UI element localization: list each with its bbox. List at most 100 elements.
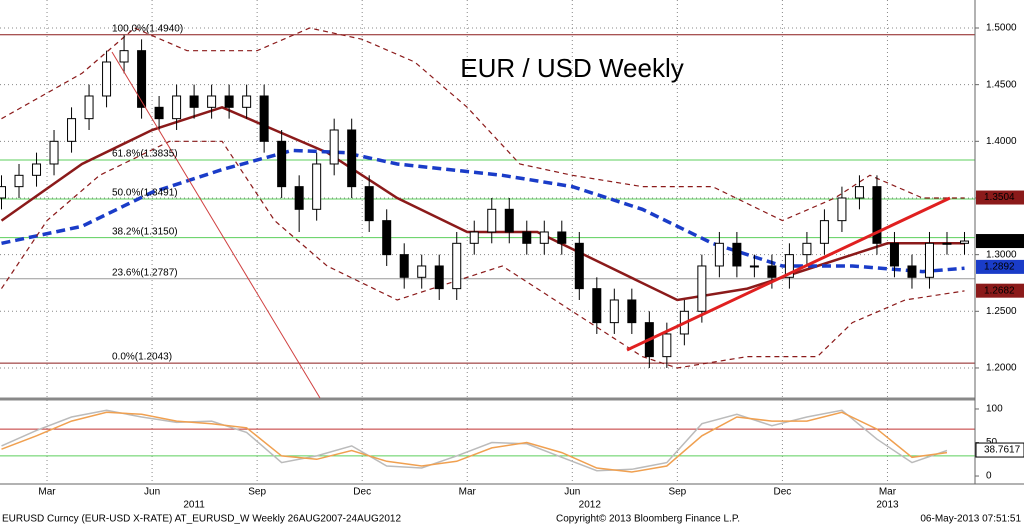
year-label: 2013	[876, 500, 899, 511]
candle-body	[574, 242, 584, 290]
candle-body	[942, 242, 952, 245]
y-tick-label: 1.4500	[986, 79, 1017, 90]
level-label: 50.0%(1.3491)	[112, 188, 178, 199]
candle-body	[224, 95, 234, 108]
footer-center: Copyright© 2013 Bloomberg Finance L.P.	[556, 514, 740, 525]
candle-body	[802, 242, 812, 256]
candle-body	[592, 288, 602, 324]
year-label: 2012	[579, 500, 602, 511]
candle-body	[504, 208, 514, 233]
label-layer: 100.0%(1.4940) 61.8%(1.3835) 50.0%(1.3491)…	[112, 23, 1024, 458]
candle-body	[907, 265, 917, 278]
x-tick-label: Sep	[248, 487, 266, 498]
candle-body	[819, 220, 829, 244]
oscillator-line	[1, 409, 948, 472]
y-tick-label: 1.5000	[986, 23, 1017, 34]
trend-line	[626, 196, 951, 352]
value-tag	[975, 442, 1024, 458]
candle-body	[329, 129, 339, 165]
candle-body	[889, 242, 899, 267]
x-tick-label: Dec	[353, 487, 371, 498]
candle-body	[627, 299, 637, 324]
candle-body	[84, 95, 94, 120]
x-tick-label: Jun	[144, 487, 160, 498]
y-tick-label: 1.4000	[986, 136, 1017, 147]
candle-body	[189, 95, 199, 108]
candle-body	[417, 265, 427, 278]
candle-body	[697, 265, 707, 312]
candle-body	[854, 186, 864, 199]
chart-title: EUR / USD Weekly	[460, 53, 683, 83]
level-label: 61.8%(1.3835)	[112, 149, 178, 160]
price-tag	[976, 234, 1024, 249]
candle-body	[487, 208, 497, 233]
candle-body	[277, 140, 287, 188]
candle-body	[399, 254, 409, 278]
trend-line	[111, 51, 321, 399]
footer-left: EURUSD Curncy (EUR-USD X-RATE) AT_EURUSD…	[2, 514, 401, 525]
candle-body	[749, 265, 759, 268]
candle-body	[32, 163, 42, 176]
candle-body	[242, 95, 252, 108]
candle-body	[452, 242, 462, 290]
candle-body	[767, 265, 777, 278]
level-label: 100.0%(1.4940)	[112, 23, 183, 34]
candle-body	[294, 186, 304, 210]
level-label: 23.6%(1.2787)	[112, 267, 178, 278]
y-tick-label: 1.2000	[986, 363, 1017, 374]
candle-body	[259, 95, 269, 142]
candle-body	[662, 333, 672, 358]
price-tag	[976, 283, 1024, 298]
y-tick-label: 100	[986, 404, 1003, 415]
candle-body	[347, 129, 357, 188]
x-tick-label: Mar	[459, 487, 477, 498]
candle-body	[872, 186, 882, 244]
footer-right: 06-May-2013 07:51:51	[920, 514, 1021, 525]
candle-body	[364, 186, 374, 222]
price-tag-label: 1.3504	[984, 192, 1015, 203]
candle-body	[154, 106, 164, 120]
candle-body	[312, 163, 322, 210]
candle-body	[137, 50, 147, 108]
y-tick-label: 1.2500	[986, 306, 1017, 317]
overlay-line	[0, 105, 965, 302]
overlay-line	[1, 27, 965, 222]
price-tag-label: 1.2682	[984, 285, 1015, 296]
price-tag-label: 1.3120	[984, 236, 1015, 247]
candle-body	[67, 118, 77, 142]
value-tag-label: 38.7617	[984, 445, 1021, 456]
candle-body	[959, 240, 969, 244]
price-tag-label: 1.2892	[984, 262, 1015, 273]
candle-body	[924, 242, 934, 278]
overlay-line	[1, 148, 965, 274]
x-tick-label: Dec	[774, 487, 792, 498]
year-label: 2011	[183, 500, 205, 511]
candle-body	[49, 140, 59, 165]
overlay-line	[1, 140, 965, 369]
candle-body	[382, 220, 392, 256]
candle-body	[469, 231, 479, 244]
candle-body	[14, 174, 24, 188]
candle-body	[557, 231, 567, 244]
candle-body	[732, 242, 742, 267]
level-label: 0.0%(1.2043)	[112, 352, 172, 363]
x-tick-label: Mar	[879, 487, 897, 498]
candle-body	[522, 231, 532, 244]
x-tick-label: Mar	[38, 487, 56, 498]
candle-body	[539, 231, 549, 244]
x-tick-label: Jun	[564, 487, 580, 498]
candle-body	[434, 265, 444, 290]
candle-body	[609, 299, 619, 324]
price-tag	[976, 259, 1024, 274]
candle-body	[714, 242, 724, 267]
candle-body	[0, 186, 7, 199]
x-tick-label: Sep	[668, 487, 686, 498]
price-tag	[976, 190, 1024, 205]
candle-body	[207, 95, 217, 108]
candle-body	[837, 197, 847, 222]
candle-body	[119, 50, 129, 63]
plot-layer: 1.20001.25001.30001.35001.40001.45001.50…	[0, 0, 1017, 511]
candle-body	[784, 254, 794, 278]
level-label: 38.2%(1.3150)	[112, 226, 178, 237]
